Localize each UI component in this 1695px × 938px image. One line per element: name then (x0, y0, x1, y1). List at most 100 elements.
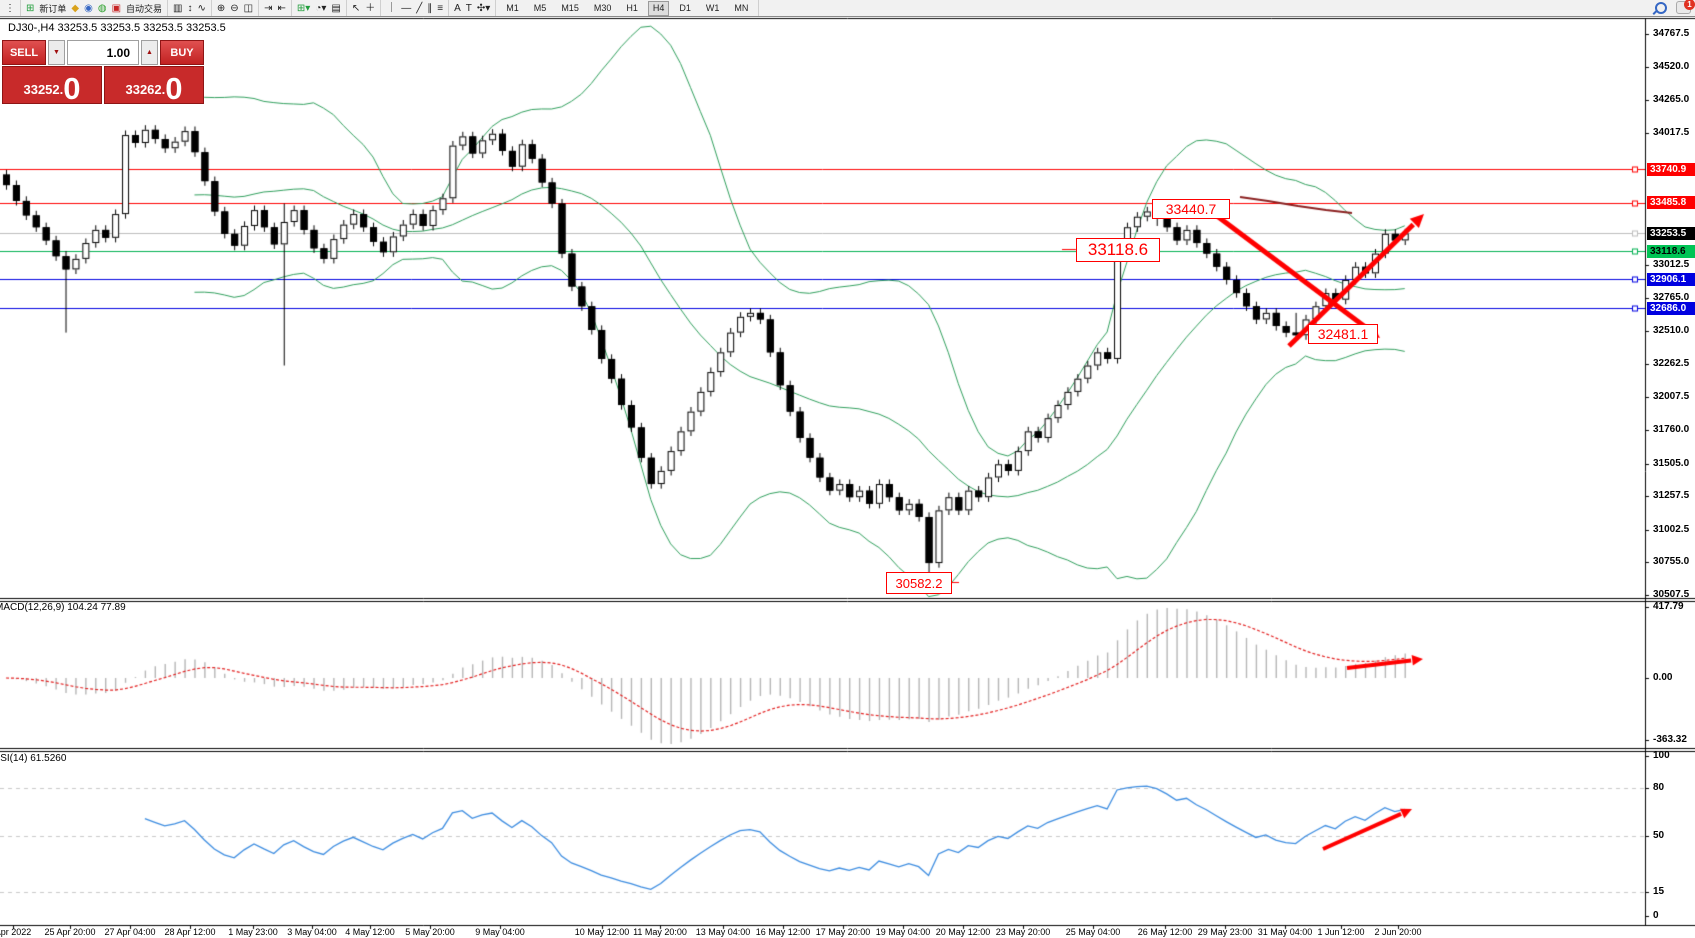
new-order-button[interactable]: 新订单 (39, 3, 67, 14)
timeframe-m30[interactable]: M30 (593, 2, 612, 13)
buy-price-tile[interactable]: 33262. 0 (104, 66, 204, 104)
price-axis-tick: 32007.5 (1653, 391, 1690, 403)
price-axis-tick: 31257.5 (1653, 490, 1690, 502)
notifications-icon[interactable]: 1 (1676, 0, 1695, 14)
arrows-tool-icon[interactable]: ✣▾ (476, 2, 491, 14)
rsi-axis-tick: 80 (1653, 782, 1665, 793)
signal-icon[interactable]: ◍ (97, 2, 107, 14)
time-axis-label: 17 May 20:00 (815, 927, 871, 937)
macd-label: MACD(12,26,9) 104.24 77.89 (0, 602, 126, 613)
autotrade-button[interactable]: 自动交易 (126, 3, 163, 14)
time-axis-label: 5 May 20:00 (405, 927, 455, 937)
buy-button[interactable]: BUY (160, 40, 204, 65)
zoom-in-icon[interactable]: ⊕ (216, 2, 226, 14)
vertical-line-icon[interactable]: ｜ (386, 2, 397, 14)
price-axis-tick: 30507.5 (1653, 589, 1690, 600)
time-axis-label: 25 Apr 20:00 (44, 927, 96, 937)
macd-axis-tick: 417.79 (1653, 601, 1684, 612)
indicators-icon[interactable]: ⊞▾ (296, 2, 311, 14)
timeframe-mn[interactable]: MN (734, 2, 749, 13)
time-axis-label: 20 May 12:00 (935, 927, 991, 937)
candlestick-icon[interactable]: ↕ (187, 2, 193, 14)
periods-icon[interactable]: ◔▾ (315, 2, 327, 14)
time-axis-label: 23 May 20:00 (995, 927, 1051, 937)
symbol-ohlc-line: DJ30-,H4 33253.5 33253.5 33253.5 33253.5 (8, 22, 226, 34)
one-click-trade-panel: SELL ▼ 1.00 ▲ BUY 33252. 0 33262. 0 (2, 40, 204, 104)
time-axis-label: 11 May 20:00 (633, 927, 687, 937)
new-order-icon[interactable]: ⊞ (26, 2, 35, 14)
price-level-chip[interactable]: 32686.0 (1647, 301, 1695, 315)
price-level-chip[interactable]: 32906.1 (1647, 272, 1695, 286)
overflow-icon[interactable]: ⋮ (5, 2, 15, 14)
buy-price-big: 0 (165, 71, 183, 106)
time-axis-label: 3 May 04:00 (287, 927, 337, 937)
crosshair-icon[interactable]: ＋ (365, 2, 376, 14)
search-icon[interactable] (1655, 1, 1667, 14)
text-label-icon[interactable]: T (465, 2, 472, 14)
timeframe-h1[interactable]: H1 (626, 2, 638, 13)
time-axis-label: 13 May 04:00 (695, 927, 751, 937)
time-axis-label: 26 May 12:00 (1137, 927, 1193, 937)
price-level-chip[interactable]: 33740.9 (1647, 162, 1695, 176)
macd-axis-tick: -363.32 (1653, 734, 1687, 745)
chart-shift-icon[interactable]: ⇥ (264, 2, 273, 14)
cursor-icon[interactable]: ↖ (351, 2, 361, 14)
timeframe-m15[interactable]: M15 (561, 2, 579, 13)
time-axis-label: 1 May 23:00 (228, 927, 278, 937)
price-annotation-32481-1[interactable]: 32481.1 (1308, 324, 1378, 344)
timeframe-w1[interactable]: W1 (705, 2, 720, 13)
toolbar-overflow-group: ⋮ (0, 0, 21, 16)
rsi-label: RSI(14) 61.5260 (0, 753, 67, 764)
rsi-axis-tick: 15 (1653, 886, 1665, 897)
volume-down-button[interactable]: ▼ (48, 40, 65, 65)
price-annotation-33118-6[interactable]: 33118.6 (1076, 238, 1160, 262)
text-icon[interactable]: A (454, 2, 461, 14)
price-axis-tick: 31760.0 (1653, 424, 1690, 436)
tile-windows-icon[interactable]: ◫ (243, 2, 254, 14)
time-axis-label: 29 May 23:00 (1197, 927, 1253, 937)
price-level-chip[interactable]: 33253.5 (1647, 226, 1695, 240)
autotrade-icon[interactable]: ▣ (111, 2, 122, 14)
sell-button[interactable]: SELL (2, 40, 46, 65)
price-axis-tick: 31505.0 (1653, 457, 1690, 469)
price-annotation-30582-2[interactable]: 30582.2 (886, 572, 952, 594)
gold-icon[interactable]: ◆ (71, 2, 80, 14)
price-level-chip[interactable]: 33118.6 (1647, 244, 1695, 258)
timeframe-group: M1 M5 M15 M30 H1 H4 D1 W1 MN (496, 0, 760, 16)
timeframe-m5[interactable]: M5 (533, 2, 547, 13)
time-axis-label: 9 May 04:00 (475, 927, 525, 937)
price-level-chip[interactable]: 33485.8 (1647, 196, 1695, 210)
sell-price-big: 0 (63, 71, 81, 106)
profile-icon[interactable]: ◉ (84, 2, 93, 14)
time-axis-label: Apr 2022 (0, 927, 32, 937)
sell-price-dot: . (59, 82, 64, 97)
price-annotation-33440-7[interactable]: 33440.7 (1152, 199, 1230, 219)
price-axis-tick: 30755.0 (1653, 556, 1690, 568)
time-axis-label: 4 May 12:00 (345, 927, 395, 937)
volume-up-button[interactable]: ▲ (141, 40, 158, 65)
main-toolbar: ⋮ ⊞ 新订单 ◆ ◉ ◍ ▣ 自动交易 ▥ ↕ ∿ ⊕ ⊖ ◫ ⇥ ⇤ ⊞▾ … (0, 0, 1695, 17)
horizontal-line-icon[interactable]: — (401, 2, 412, 14)
fibonacci-icon[interactable]: ≡ (437, 2, 444, 14)
rsi-axis-tick: 100 (1653, 750, 1670, 761)
line-chart-icon[interactable]: ∿ (197, 2, 206, 14)
price-axis-tick: 31002.5 (1653, 523, 1690, 535)
time-axis-label: 28 Apr 12:00 (164, 927, 216, 937)
buy-price-main: 33262 (125, 82, 162, 97)
sell-price-tile[interactable]: 33252. 0 (2, 66, 102, 104)
timeframe-d1[interactable]: D1 (679, 2, 691, 13)
timeframe-h4[interactable]: H4 (647, 0, 670, 16)
rsi-axis-tick: 50 (1653, 830, 1665, 841)
autoscroll-icon[interactable]: ⇤ (277, 2, 286, 14)
trendline-icon[interactable]: ╱ (416, 2, 423, 14)
zoom-out-icon[interactable]: ⊖ (230, 2, 239, 14)
timeframe-m1[interactable]: M1 (506, 2, 519, 13)
templates-icon[interactable]: ▤ (331, 2, 341, 14)
bar-chart-icon[interactable]: ▥ (173, 2, 183, 14)
channel-icon[interactable]: ∥ (427, 2, 433, 14)
time-axis-label: 25 May 04:00 (1065, 927, 1121, 937)
time-axis-label: 19 May 04:00 (875, 927, 931, 937)
volume-input[interactable]: 1.00 (67, 40, 139, 65)
